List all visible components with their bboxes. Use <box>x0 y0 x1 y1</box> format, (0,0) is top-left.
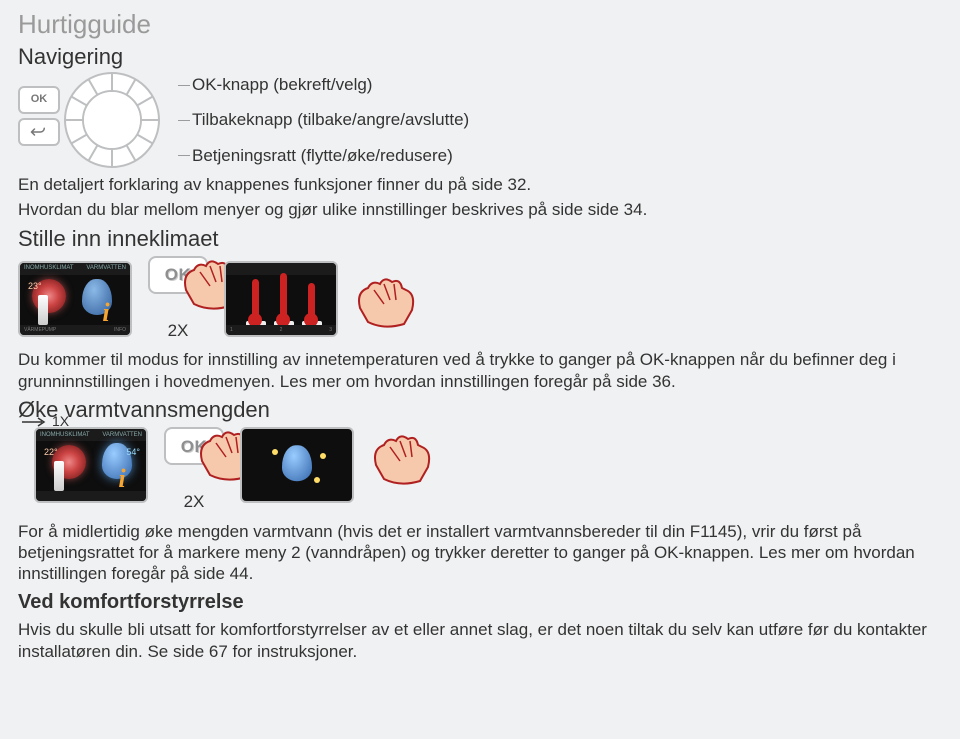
section2-row: 1X INOMHUSKLIMATVARMVATTEN 22° 54° i OK … <box>18 427 942 512</box>
section2-heading: Øke varmtvannsmengden <box>18 396 942 424</box>
ok-button-icon: OK <box>18 86 60 114</box>
nav-diagram: OK OK-knapp (bekreft/velg) Tilbakeknapp … <box>18 72 942 168</box>
section3-body: Hvis du skulle bli utsatt for komfortfor… <box>18 619 942 662</box>
section3-heading: Ved komfortforstyrrelse <box>18 590 942 615</box>
hand-icon <box>354 270 418 328</box>
dial-desc: Betjeningsratt (flytte/øke/redusere) <box>192 145 469 166</box>
section2-body: For å midlertidig øke mengden varmtvann … <box>18 521 942 585</box>
ok-press-group-2: OK 2X <box>164 427 224 512</box>
section1-row: INOMHUSKLIMATVARMVATTEN 23° i VÄRMEPUMPI… <box>18 256 942 341</box>
back-desc: Tilbakeknapp (tilbake/angre/avslutte) <box>192 109 469 130</box>
ok-desc: OK-knapp (bekreft/velg) <box>192 74 469 95</box>
ok-press-group: OK 2X <box>148 256 208 341</box>
screen-home-highlight: INOMHUSKLIMATVARMVATTEN 22° 54° i <box>34 427 148 503</box>
page-title: Hurtigguide <box>18 8 942 41</box>
nav-heading: Navigering <box>18 43 942 71</box>
hand-icon <box>370 427 434 485</box>
nav-controls: OK <box>18 72 178 168</box>
intro-1: En detaljert forklaring av knappenes fun… <box>18 174 942 195</box>
dial-icon <box>64 72 160 168</box>
back-button-icon <box>18 118 60 146</box>
intro-2: Hvordan du blar mellom menyer og gjør ul… <box>18 199 942 220</box>
screen-thermo: 22° 22° 22° 123 <box>224 261 338 337</box>
section1-body: Du kommer til modus for innstilling av i… <box>18 349 942 392</box>
press-count: 2X <box>168 320 189 341</box>
press-count-2: 2X <box>184 491 205 512</box>
section1-heading: Stille inn inneklimaet <box>18 225 942 253</box>
screen-drop <box>240 427 354 503</box>
screen-home: INOMHUSKLIMATVARMVATTEN 23° i VÄRMEPUMPI… <box>18 261 132 337</box>
